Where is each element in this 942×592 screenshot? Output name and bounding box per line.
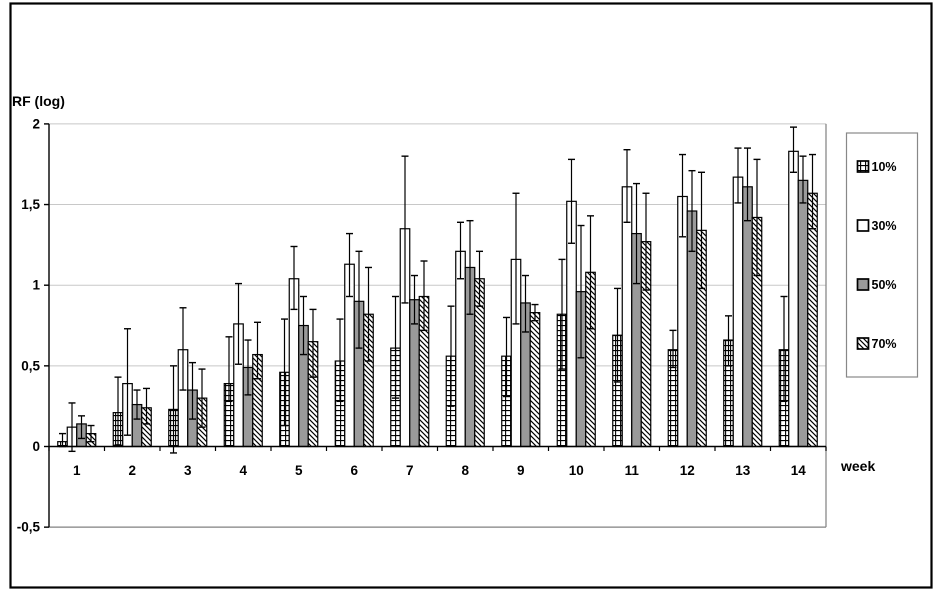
- x-category-label-2: 2: [128, 463, 136, 478]
- bar-week14-70%: [807, 192, 818, 448]
- y-axis-title: RF (log): [12, 93, 65, 109]
- legend-swatch-30%: [856, 219, 870, 232]
- x-category-label-12: 12: [680, 463, 695, 478]
- y-tick-label--0.5: -0,5: [17, 520, 41, 535]
- legend-swatch-10%: [856, 160, 870, 173]
- x-category-label-3: 3: [184, 463, 192, 478]
- x-category-label-9: 9: [517, 463, 525, 478]
- x-category-label-14: 14: [791, 463, 807, 478]
- y-tick-label-2: 2: [32, 116, 40, 131]
- bar-week14-30%: [788, 150, 799, 448]
- x-category-label-5: 5: [295, 463, 303, 478]
- legend-label-10%: 10%: [872, 160, 897, 174]
- bar-week14-50%: [797, 179, 809, 448]
- bar-week11-30%: [621, 186, 633, 448]
- bar-week13-50%: [742, 186, 753, 448]
- y-tick-label-0.5: 0,5: [21, 358, 40, 373]
- legend-swatch-70%: [856, 337, 870, 350]
- y-tick-label-0: 0: [32, 439, 40, 454]
- x-category-label-7: 7: [406, 463, 414, 478]
- y-tick-label-1.5: 1,5: [21, 197, 40, 212]
- bar-week13-30%: [732, 176, 744, 448]
- x-category-label-1: 1: [73, 463, 81, 478]
- legend-swatch-50%: [856, 278, 870, 291]
- plot-area: 21,510,50-0,51 2 3 4 5 6 7 8 9 10 11 12 13 1410%30%50…: [17, 116, 919, 535]
- x-category-label-4: 4: [239, 463, 247, 478]
- legend-label-30%: 30%: [872, 219, 897, 233]
- x-category-label-13: 13: [735, 463, 751, 478]
- y-tick-label-1: 1: [32, 278, 40, 293]
- bar-week9-70%: [529, 312, 541, 448]
- x-category-label-8: 8: [461, 463, 469, 478]
- bar-week8-30%: [455, 250, 466, 448]
- x-axis-title: week: [840, 458, 875, 474]
- x-category-label-6: 6: [350, 463, 358, 478]
- legend-box: [845, 132, 919, 378]
- legend-label-50%: 50%: [872, 278, 897, 292]
- x-category-label-10: 10: [569, 463, 584, 478]
- figure-border: [9, 2, 933, 589]
- legend-label-70%: 70%: [872, 337, 897, 351]
- x-category-label-11: 11: [625, 463, 640, 478]
